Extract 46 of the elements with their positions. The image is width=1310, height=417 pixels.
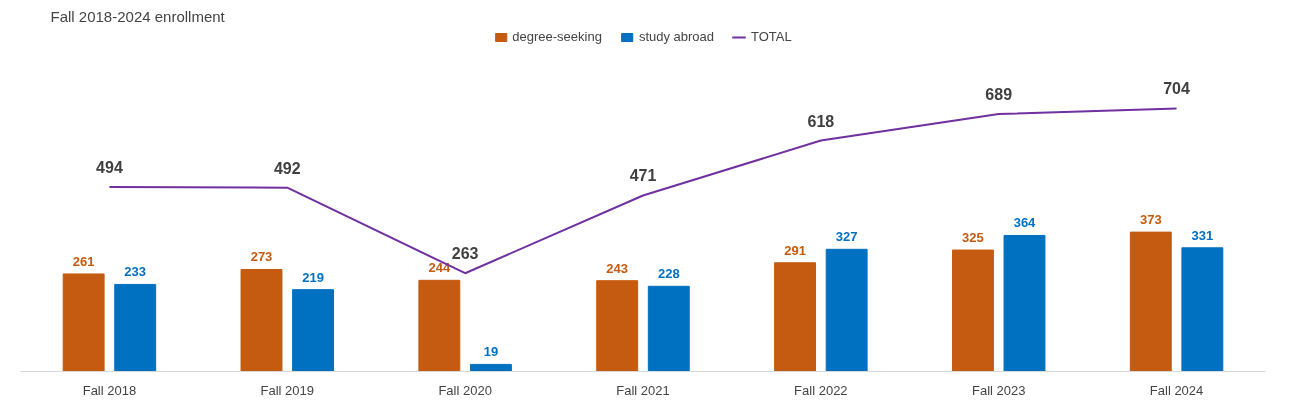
data-label: 704 xyxy=(1163,80,1191,98)
x-tick-label: Fall 2019 xyxy=(260,382,315,398)
data-label: 364 xyxy=(1013,215,1037,231)
data-label: 327 xyxy=(835,229,858,245)
data-label: 261 xyxy=(72,253,95,269)
data-label: 471 xyxy=(629,167,657,185)
bar xyxy=(596,280,639,372)
legend-label: TOTAL xyxy=(751,29,792,44)
bar xyxy=(1181,247,1224,372)
data-label: 331 xyxy=(1191,227,1214,243)
bar xyxy=(240,268,283,372)
legend-label: degree-seeking xyxy=(512,29,602,44)
x-tick-label: Fall 2018 xyxy=(82,382,137,398)
x-tick-label: Fall 2021 xyxy=(616,382,670,398)
data-label: 291 xyxy=(784,242,806,258)
data-label: 492 xyxy=(273,159,301,177)
bar xyxy=(774,262,817,372)
data-label: 373 xyxy=(1139,212,1162,228)
data-label: 689 xyxy=(985,86,1013,104)
data-label: 228 xyxy=(657,266,680,282)
bar xyxy=(1129,231,1172,372)
bar xyxy=(114,283,157,372)
data-label: 494 xyxy=(96,158,123,176)
data-label: 325 xyxy=(962,230,984,246)
bar xyxy=(469,363,512,372)
data-label: 263 xyxy=(451,245,479,263)
data-label: 244 xyxy=(428,260,451,276)
bar xyxy=(647,285,690,372)
bar xyxy=(418,279,461,372)
x-tick-label: Fall 2023 xyxy=(971,382,1026,398)
data-label: 273 xyxy=(250,249,273,265)
chart-title: Fall 2018-2024 enrollment xyxy=(50,7,226,25)
legend-label: study abroad xyxy=(638,29,715,44)
data-label: 233 xyxy=(124,264,147,280)
bar xyxy=(1003,234,1046,372)
bar xyxy=(951,249,994,372)
bar xyxy=(825,248,868,372)
x-tick-label: Fall 2020 xyxy=(438,382,492,398)
data-label: 618 xyxy=(807,112,835,130)
bar xyxy=(62,273,105,372)
x-tick-label: Fall 2022 xyxy=(794,382,848,398)
x-tick-label: Fall 2024 xyxy=(1149,382,1204,398)
bar xyxy=(292,289,335,372)
data-label: 243 xyxy=(606,260,629,276)
data-label: 19 xyxy=(483,344,499,360)
data-label: 219 xyxy=(302,269,324,285)
